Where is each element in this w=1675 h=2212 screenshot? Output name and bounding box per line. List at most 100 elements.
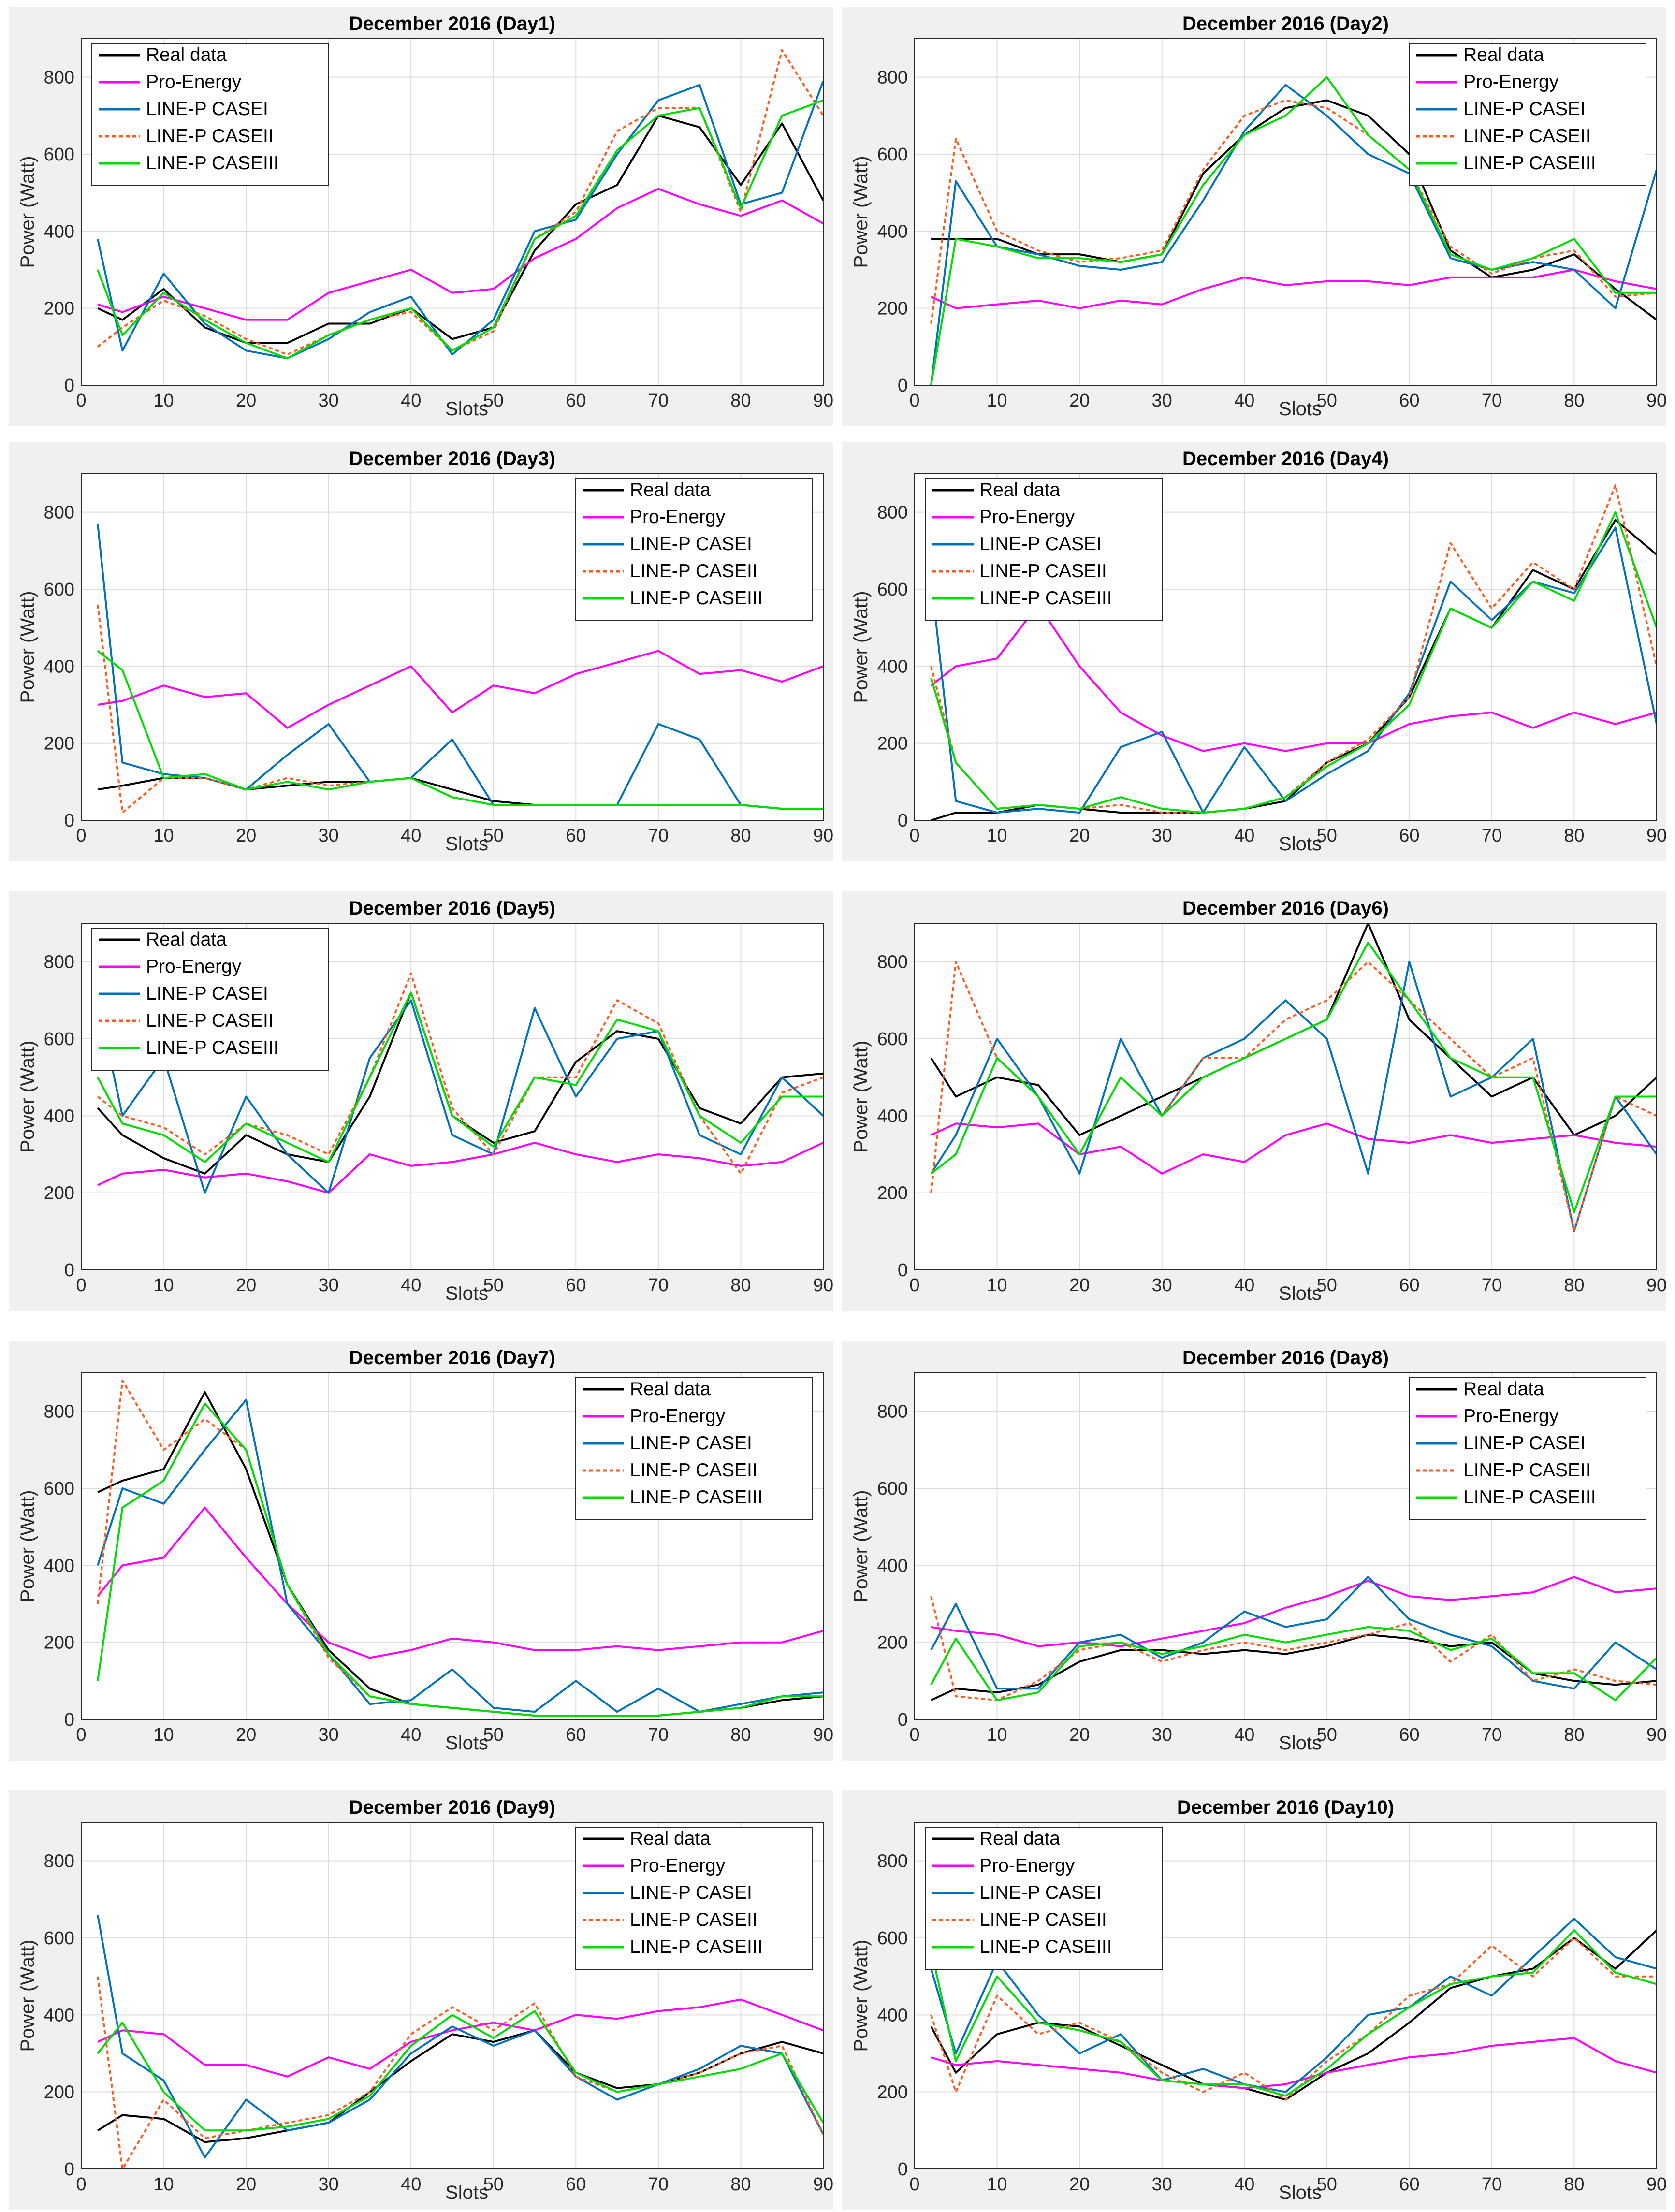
chart-panel-day9: 0 10 20 30 40 50 60 70 80 90 0 200 400 600 800 December… [9,1790,833,2210]
y-tick-label: 200 [44,2082,74,2103]
x-axis-label: Slots [1279,1283,1322,1304]
chart-title: December 2016 (Day5) [349,898,555,919]
x-tick-label: 50 [1317,826,1337,846]
x-tick-label: 90 [813,1275,833,1295]
x-tick-label: 90 [1646,391,1666,411]
y-tick-label: 200 [44,299,74,319]
chart-title: December 2016 (Day1) [349,13,555,34]
x-tick-label: 0 [909,2174,919,2195]
chart-panel-day6: 0 10 20 30 40 50 60 70 80 90 0 200 400 600 800 December… [842,891,1666,1311]
x-tick-label: 50 [1317,2174,1337,2195]
y-tick-label: 400 [877,1106,908,1126]
x-axis-label: Slots [445,2182,488,2203]
x-tick-label: 50 [1317,1275,1337,1295]
x-tick-label: 20 [236,2174,256,2195]
y-tick-label: 600 [44,1928,74,1949]
chart-panel-day2: 0 10 20 30 40 50 60 70 80 90 0 200 400 600 800 December… [842,7,1666,426]
x-tick-label: 70 [1482,826,1502,846]
chart-day10: 0 10 20 30 40 50 60 70 80 90 0 200 400 600 800 December… [850,1797,1666,2203]
x-tick-label: 0 [76,391,86,411]
legend: Real data Pro-Energy LINE-P CASEI LINE-P CA… [1409,43,1646,186]
x-tick-label: 50 [483,826,504,846]
y-tick-label: 200 [877,734,908,754]
y-tick-label: 0 [64,811,74,831]
y-tick-label: 600 [877,145,908,165]
legend: Real data Pro-Energy LINE-P CASEI LINE-P CA… [575,1827,813,1970]
chart-title: December 2016 (Day6) [1182,898,1389,919]
legend-label: LINE-P CASEII [979,561,1107,582]
x-tick-label: 80 [1564,826,1584,846]
series-line-line-p-caseiii [930,511,1657,814]
x-tick-label: 0 [909,1725,919,1745]
y-axis-label: Power (Watt) [850,1490,872,1602]
x-tick-label: 50 [483,1275,504,1295]
legend-box [575,478,813,621]
y-tick-label: 400 [44,2005,74,2025]
axes-box [81,1372,824,1720]
x-tick-label: 40 [1234,2174,1254,2195]
chart-day6: 0 10 20 30 40 50 60 70 80 90 0 200 400 600 800 December… [850,898,1666,1304]
legend-label: LINE-P CASEII [630,1460,757,1481]
x-tick-label: 60 [1399,391,1419,411]
x-tick-label: 0 [909,826,919,846]
x-tick-label: 40 [1234,1725,1254,1745]
x-tick-label: 50 [1317,391,1337,411]
series-line-pro-energy [97,1142,823,1194]
legend-box [91,928,329,1071]
x-tick-label: 20 [1069,1275,1090,1295]
x-tick-label: 80 [730,1725,751,1745]
y-tick-label: 0 [898,1260,908,1281]
x-tick-label: 10 [153,826,174,846]
y-tick-label: 400 [877,221,908,242]
legend-label: LINE-P CASEI [630,534,752,554]
series-line-line-p-caseiii [930,76,1657,385]
chart-title: December 2016 (Day2) [1182,13,1389,34]
x-tick-label: 0 [909,391,919,411]
y-axis-label: Power (Watt) [850,1940,872,2052]
x-tick-label: 20 [236,1725,256,1745]
x-tick-label: 60 [566,1275,586,1295]
x-tick-label: 60 [566,1725,586,1745]
y-tick-label: 400 [44,656,74,677]
legend-label: LINE-P CASEII [1463,126,1591,146]
x-tick-label: 90 [813,826,833,846]
x-tick-label: 0 [76,826,86,846]
x-tick-label: 70 [1482,391,1502,411]
chart-panel-day7: 0 10 20 30 40 50 60 70 80 90 0 200 400 600 800 December… [9,1341,833,1761]
y-tick-label: 600 [877,580,908,600]
x-tick-label: 20 [1069,2174,1090,2195]
legend: Real data Pro-Energy LINE-P CASEI LINE-P CA… [91,928,329,1071]
x-tick-label: 80 [730,826,751,846]
chart-title: December 2016 (Day4) [1182,448,1389,469]
legend-label: Real data [146,44,227,65]
x-tick-label: 20 [1069,1725,1090,1745]
y-tick-label: 0 [898,2159,908,2180]
x-tick-label: 90 [813,1725,833,1745]
x-axis-label: Slots [1279,833,1322,855]
legend-label: LINE-P CASEI [979,534,1102,554]
x-tick-label: 30 [1152,2174,1172,2195]
legend-label: LINE-P CASEI [979,1882,1102,1903]
y-tick-label: 0 [64,2159,74,2180]
x-tick-label: 30 [1152,391,1172,411]
y-tick-label: 400 [877,1556,908,1576]
legend: Real data Pro-Energy LINE-P CASEI LINE-P CA… [575,478,813,621]
y-tick-label: 200 [44,1183,74,1204]
legend: Real data Pro-Energy LINE-P CASEI LINE-P CA… [1409,1377,1646,1520]
y-tick-label: 600 [877,1479,908,1499]
chart-panel-day10: 0 10 20 30 40 50 60 70 80 90 0 200 400 600 800 December… [842,1790,1666,2210]
y-tick-label: 0 [898,376,908,396]
x-tick-label: 60 [566,391,586,411]
series-line-pro-energy [931,1122,1657,1175]
y-axis-label: Power (Watt) [850,156,872,268]
legend-label: LINE-P CASEIII [630,588,763,609]
y-tick-label: 400 [877,2005,908,2025]
legend-label: LINE-P CASEIII [1463,153,1596,174]
y-axis-label: Power (Watt) [850,591,872,703]
legend-label: LINE-P CASEII [146,126,274,146]
series-line-line-p-caseii [930,99,1657,324]
legend-label: Pro-Energy [146,72,242,92]
y-tick-label: 600 [44,145,74,165]
y-tick-label: 200 [877,1183,908,1204]
x-tick-label: 40 [1234,391,1254,411]
